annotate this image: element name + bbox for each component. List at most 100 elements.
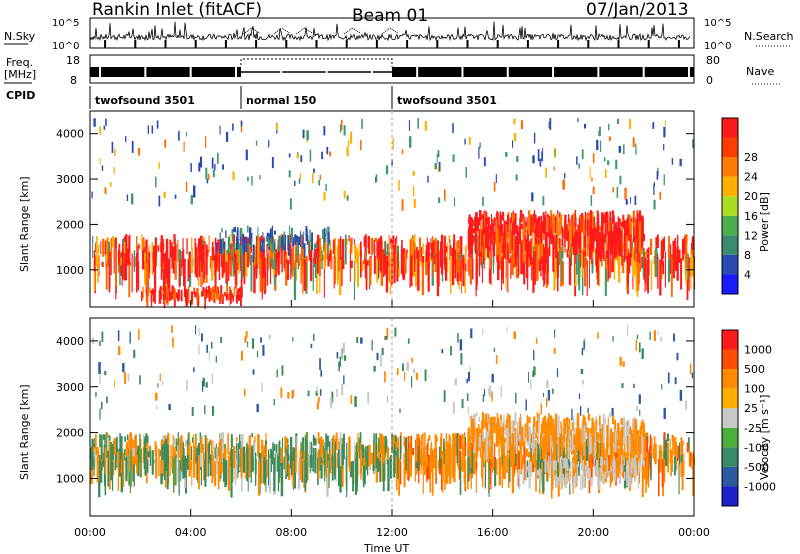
power-band-739 xyxy=(323,236,326,269)
power-band-793 xyxy=(596,240,599,272)
velocity-gray-85 xyxy=(562,458,564,469)
power-upper-234 xyxy=(544,216,546,235)
power-band-633 xyxy=(261,245,264,271)
power-band-513 xyxy=(440,234,444,275)
velocity-gray-86 xyxy=(626,471,628,485)
power-band-676 xyxy=(589,256,591,267)
velocity-band2-276 xyxy=(588,444,590,483)
velocity-gray-36 xyxy=(601,457,603,467)
velocity-band2-236 xyxy=(553,453,555,468)
power-low-29 xyxy=(219,295,221,305)
power-upper-348 xyxy=(525,228,527,251)
velocity-upper-8 xyxy=(513,436,515,448)
power-band-899 xyxy=(380,235,383,273)
velocity-far-74 xyxy=(399,408,401,413)
power-far-16 xyxy=(296,154,299,158)
power-band-632 xyxy=(378,244,380,262)
velocity-band2-238 xyxy=(615,449,617,486)
velocity-band-519 xyxy=(230,459,233,498)
velocity-band2-357 xyxy=(654,457,657,465)
velocity-band-428 xyxy=(120,436,123,469)
power-upper-223 xyxy=(482,235,484,246)
colorbar-swatch-0 xyxy=(722,486,738,506)
velocity-far-13 xyxy=(513,331,516,340)
power-band-738 xyxy=(182,255,184,268)
power-far-161 xyxy=(599,140,602,152)
velocity-far-197 xyxy=(244,336,247,343)
velocity-far-41 xyxy=(122,363,125,373)
velocity-band2-405 xyxy=(409,436,412,454)
velocity-far-159 xyxy=(356,337,359,343)
power-blue-67 xyxy=(234,226,236,233)
power-far-189 xyxy=(437,165,440,172)
power-upper-353 xyxy=(480,229,483,246)
power-band-735 xyxy=(310,250,313,282)
velocity-gray-64 xyxy=(604,471,607,478)
velocity-band-343 xyxy=(336,452,339,468)
velocity-band-528 xyxy=(147,451,150,458)
power-upper-183 xyxy=(500,214,503,220)
velocity-upper-180 xyxy=(605,431,607,438)
velocity-gray-109 xyxy=(606,457,608,473)
velocity-band-459 xyxy=(120,459,123,473)
power-upper-224 xyxy=(578,218,581,249)
power-far-37 xyxy=(616,186,619,198)
velocity-far-17 xyxy=(619,356,622,366)
power-band-572 xyxy=(436,252,438,258)
cpid-panel: CPID twofsound 3501 normal 150 twofsound 3… xyxy=(6,86,497,109)
power-blue-80 xyxy=(252,244,255,263)
power-band-887 xyxy=(108,257,111,293)
velocity-band2-341 xyxy=(645,433,647,468)
velocity-gray-116 xyxy=(630,461,633,472)
velocity-gray-9 xyxy=(569,471,572,479)
velocity-far-123 xyxy=(621,383,624,388)
power-far-36 xyxy=(452,154,455,163)
velocity-band2-514 xyxy=(409,448,412,461)
velocity-band-227 xyxy=(354,442,356,470)
velocity-band2-489 xyxy=(462,452,464,472)
power-band-684 xyxy=(605,251,608,258)
velocity-band-197 xyxy=(185,439,187,447)
velocity-far-47 xyxy=(336,388,338,398)
colorbar-frame xyxy=(721,329,739,507)
velocity-band-524 xyxy=(370,452,374,464)
power-band-821 xyxy=(632,246,634,277)
power-band-790 xyxy=(358,243,360,257)
power-band-403 xyxy=(188,252,191,278)
velocity-band-62 xyxy=(144,436,146,459)
velocity-band2-350 xyxy=(434,457,437,477)
velocity-band-274 xyxy=(221,432,225,463)
velocity-band2-407 xyxy=(658,444,660,466)
power-band-348 xyxy=(574,254,577,287)
power-low-51 xyxy=(240,292,242,307)
velocity-band2-456 xyxy=(491,441,493,467)
velocity-far-191 xyxy=(371,339,373,351)
power-low-57 xyxy=(160,286,163,297)
power-far-29 xyxy=(217,152,219,164)
colorbar-tick-3: 16 xyxy=(744,210,758,223)
power-band-238 xyxy=(316,258,318,295)
power-band-372 xyxy=(420,257,422,267)
velocity-band-492 xyxy=(291,451,293,462)
velocity-band2-433 xyxy=(489,450,492,469)
power-upper-338 xyxy=(533,213,536,224)
power-blue-88 xyxy=(240,238,242,247)
power-band-889 xyxy=(232,257,235,277)
power-blue-52 xyxy=(296,244,298,256)
power-upper-357 xyxy=(540,226,542,235)
velocity-band-515 xyxy=(233,446,236,468)
power-far-119 xyxy=(186,132,187,137)
velocity-band2-374 xyxy=(688,444,691,465)
velocity-upper-139 xyxy=(472,419,475,424)
velocity-band-392 xyxy=(219,438,222,475)
velocity-band2-452 xyxy=(460,458,463,471)
power-band-575 xyxy=(300,257,302,284)
velocity-far-168 xyxy=(635,406,638,411)
velocity-upper-319 xyxy=(470,437,472,468)
power-far-194 xyxy=(255,140,258,146)
velocity-far-182 xyxy=(123,372,127,384)
power-band-823 xyxy=(217,239,220,251)
power-band-808 xyxy=(105,261,108,290)
nave-ybottom: 0 xyxy=(706,74,713,87)
power-blue-68 xyxy=(268,239,270,247)
